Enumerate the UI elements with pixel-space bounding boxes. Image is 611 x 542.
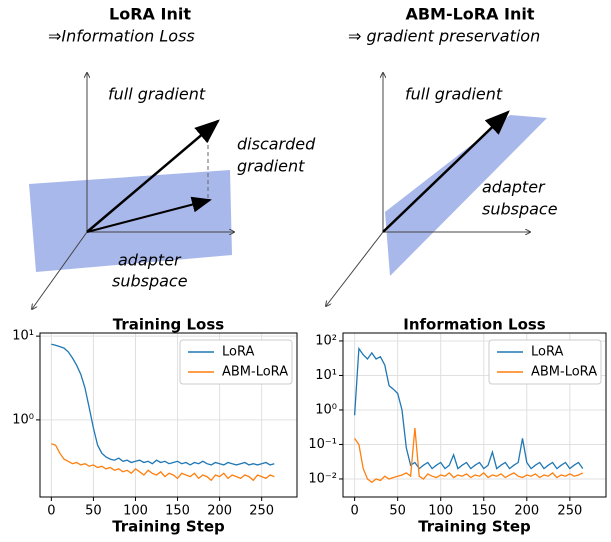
left-diagram: LoRA Init ⇒Information Loss full gradien… <box>29 5 316 310</box>
full-gradient-arrow <box>382 110 510 233</box>
x-tick-label: 200 <box>207 504 232 519</box>
y-tick-label: 10⁰ <box>12 412 34 427</box>
series-line <box>353 346 584 470</box>
diagram-subtitle: ⇒Information Loss <box>48 27 195 46</box>
label: gradient <box>237 157 305 176</box>
plot-frame <box>39 332 298 498</box>
y-tick-label: 10¹ <box>315 368 337 383</box>
series-line <box>51 443 275 482</box>
adapter-plane <box>385 115 547 276</box>
x-tick-label: 100 <box>123 504 148 519</box>
diagram-title: LoRA Init <box>109 5 191 24</box>
x-tick-label: 150 <box>165 504 190 519</box>
legend-label: ABM-LoRA <box>531 365 597 380</box>
y-tick-label: 10² <box>315 333 337 348</box>
x-tick-label: 200 <box>514 504 539 519</box>
label: adapter <box>482 178 546 197</box>
legend-label: LoRA <box>531 345 563 360</box>
y-tick-label: 10⁻¹ <box>308 437 337 452</box>
diagram-title: ABM-LoRA Init <box>405 5 534 24</box>
x-tick-label: 150 <box>471 504 496 519</box>
x-tick-label: 250 <box>249 504 274 519</box>
legend-box <box>488 339 602 385</box>
x-tick-label: 50 <box>389 504 406 519</box>
series-line <box>354 427 584 484</box>
label: discarded <box>237 135 316 154</box>
label: full gradient <box>405 85 503 104</box>
x-axis-label: Training Step <box>112 518 225 536</box>
x-tick-label: 100 <box>428 504 453 519</box>
diagram-subtitle: ⇒ gradient preservation <box>348 27 540 46</box>
legend-label: LoRA <box>222 345 254 360</box>
legend-label: ABM-LoRA <box>222 365 288 380</box>
x-tick-label: 250 <box>557 504 582 519</box>
full-gradient-arrow <box>86 119 220 233</box>
projected-arrow <box>86 196 212 233</box>
series-line <box>51 343 275 466</box>
label: subspace <box>112 272 188 291</box>
x-axis-label: Training Step <box>418 518 531 536</box>
y-tick-label: 10⁰ <box>315 402 337 417</box>
label: adapter <box>118 251 182 270</box>
label: subspace <box>482 200 558 219</box>
right-diagram: ABM-LoRA Init ⇒ gradient preservation fu… <box>326 5 558 307</box>
x-tick-label: 0 <box>47 504 55 519</box>
legend-box <box>179 339 293 385</box>
chart-title: Training Loss <box>113 316 224 334</box>
axis <box>326 231 384 306</box>
axis <box>32 231 88 309</box>
x-tick-label: 0 <box>350 504 358 519</box>
x-tick-label: 50 <box>85 504 102 519</box>
plot-frame <box>342 332 607 498</box>
chart-title: Information Loss <box>403 316 546 334</box>
y-tick-label: 10¹ <box>12 329 34 344</box>
y-tick-label: 10⁻² <box>308 471 337 486</box>
label: full gradient <box>108 85 206 104</box>
